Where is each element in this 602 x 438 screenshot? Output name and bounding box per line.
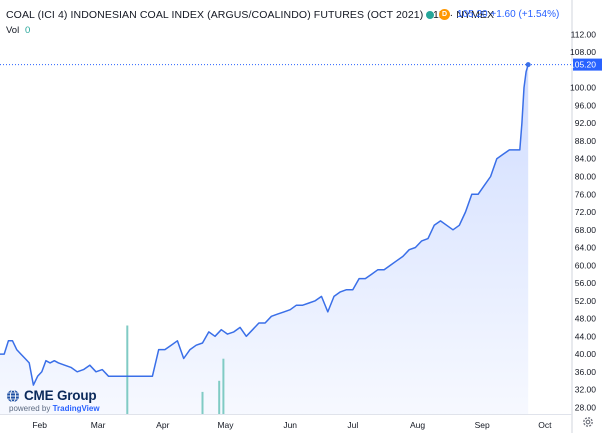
y-tick-label-3: 40.00 (575, 349, 597, 359)
y-tick-label-17: 96.00 (575, 101, 597, 111)
price-summary: 105.20 +1.60 (+1.54%) (457, 9, 560, 20)
volume-bar-0 (126, 325, 129, 414)
x-tick-label-feb: Feb (32, 420, 47, 430)
powered-by-brand: TradingView (52, 404, 100, 413)
interval-badge[interactable]: D (439, 9, 450, 20)
x-tick-label-may: May (217, 420, 234, 430)
x-tick-label-sep: Sep (475, 420, 490, 430)
cme-brand-text: CME Group (24, 388, 97, 403)
last-price-label: 105.20 (570, 60, 596, 70)
settings-icon[interactable] (581, 415, 595, 429)
y-tick-label-13: 80.00 (575, 172, 597, 182)
y-tick-label-16: 92.00 (575, 118, 597, 128)
y-tick-label-11: 72.00 (575, 207, 597, 217)
cme-logo[interactable]: CME Group powered by TradingView (6, 388, 100, 413)
chart-title: COAL (ICI 4) INDONESIAN COAL INDEX (ARGU… (6, 9, 495, 21)
x-tick-label-oct: Oct (538, 420, 552, 430)
y-tick-label-12: 76.00 (575, 189, 597, 199)
volume-label[interactable]: Vol (6, 25, 20, 36)
volume-value: 0 (25, 25, 31, 36)
last-point-marker (525, 62, 531, 68)
x-tick-label-jul: Jul (347, 420, 358, 430)
y-tick-label-2: 36.00 (575, 367, 597, 377)
y-tick-label-8: 60.00 (575, 260, 597, 270)
status-dot-icon (426, 11, 434, 19)
volume-bar-3 (222, 358, 225, 414)
y-tick-label-14: 84.00 (575, 154, 597, 164)
y-tick-label-6: 52.00 (575, 296, 597, 306)
area-fill-group (0, 64, 529, 414)
y-tick-label-1: 32.00 (575, 385, 597, 395)
x-tick-label-mar: Mar (91, 420, 106, 430)
volume-bars-group (126, 325, 225, 414)
y-tick-label-7: 56.00 (575, 278, 597, 288)
price-line-group (0, 62, 572, 386)
powered-by: powered by TradingView (9, 404, 100, 413)
price-line (0, 64, 529, 386)
y-tick-label-18: 100.00 (570, 83, 596, 93)
y-tick-label-4: 44.00 (575, 331, 597, 341)
y-tick-label-20: 108.00 (570, 47, 596, 57)
y-tick-label-10: 68.00 (575, 225, 597, 235)
last-price-tag (573, 58, 602, 71)
x-tick-label-apr: Apr (156, 420, 169, 430)
cme-globe-icon (7, 389, 19, 402)
powered-by-prefix: powered by (9, 404, 51, 413)
x-tick-label-aug: Aug (410, 420, 425, 430)
area-fill (0, 64, 529, 414)
y-tick-label-15: 88.00 (575, 136, 597, 146)
y-tick-label-5: 48.00 (575, 314, 597, 324)
y-tick-label-21: 112.00 (571, 29, 597, 39)
volume-bar-2 (218, 380, 221, 414)
volume-bar-1 (201, 391, 204, 414)
x-tick-label-jun: Jun (283, 420, 297, 430)
y-tick-label-0: 28.00 (575, 402, 597, 412)
y-tick-label-9: 64.00 (575, 243, 597, 253)
